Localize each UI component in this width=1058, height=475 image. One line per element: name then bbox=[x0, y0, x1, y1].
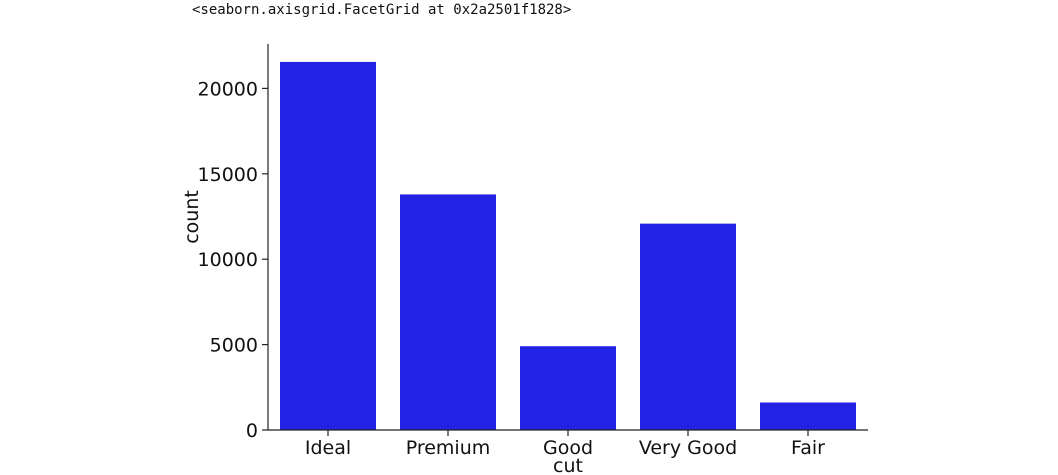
y-tick-label: 15000 bbox=[198, 164, 258, 186]
bar-premium bbox=[400, 194, 496, 430]
bar-ideal bbox=[280, 61, 376, 430]
bar-very-good bbox=[640, 223, 736, 430]
x-ticks-group: Ideal Premium Good Very Good Fair bbox=[305, 430, 825, 459]
y-tick-label: 5000 bbox=[210, 335, 258, 357]
x-tick-label: Premium bbox=[406, 437, 491, 459]
x-tick-label: Fair bbox=[791, 437, 825, 459]
x-tick-label: Very Good bbox=[639, 437, 737, 459]
x-axis-label: cut bbox=[553, 455, 583, 475]
y-axis-label: count bbox=[181, 190, 203, 244]
bar-fair bbox=[760, 402, 856, 430]
bar-good bbox=[520, 346, 616, 430]
y-tick-label: 10000 bbox=[198, 249, 258, 271]
output-repr-text: <seaborn.axisgrid.FacetGrid at 0x2a2501f… bbox=[192, 2, 572, 18]
y-ticks-group: 0 5000 10000 15000 20000 bbox=[198, 78, 268, 442]
y-tick-label: 20000 bbox=[198, 78, 258, 100]
bars-group bbox=[280, 61, 856, 430]
y-tick-label: 0 bbox=[246, 420, 258, 442]
x-tick-label: Good bbox=[543, 437, 593, 459]
x-tick-label: Ideal bbox=[305, 437, 351, 459]
